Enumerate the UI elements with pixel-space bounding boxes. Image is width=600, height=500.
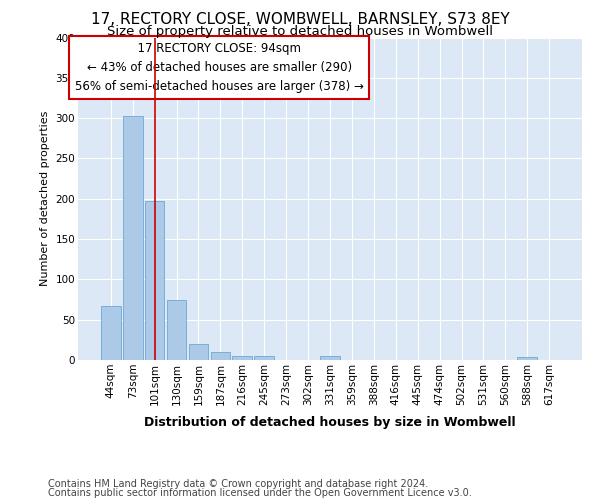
Bar: [320, 356, 340, 360]
Bar: [517, 357, 537, 360]
Bar: [123, 116, 143, 360]
Bar: [167, 300, 187, 360]
Y-axis label: Number of detached properties: Number of detached properties: [40, 111, 50, 286]
Text: Contains HM Land Registry data © Crown copyright and database right 2024.: Contains HM Land Registry data © Crown c…: [48, 479, 428, 489]
Text: Contains public sector information licensed under the Open Government Licence v3: Contains public sector information licen…: [48, 488, 472, 498]
Bar: [145, 201, 164, 360]
Text: 17 RECTORY CLOSE: 94sqm  
← 43% of detached houses are smaller (290)
56% of semi: 17 RECTORY CLOSE: 94sqm ← 43% of detache…: [74, 42, 364, 94]
Bar: [254, 356, 274, 360]
Bar: [211, 352, 230, 360]
Bar: [232, 356, 252, 360]
Bar: [101, 306, 121, 360]
Text: Size of property relative to detached houses in Wombwell: Size of property relative to detached ho…: [107, 25, 493, 38]
X-axis label: Distribution of detached houses by size in Wombwell: Distribution of detached houses by size …: [144, 416, 516, 429]
Bar: [188, 344, 208, 360]
Text: 17, RECTORY CLOSE, WOMBWELL, BARNSLEY, S73 8EY: 17, RECTORY CLOSE, WOMBWELL, BARNSLEY, S…: [91, 12, 509, 28]
